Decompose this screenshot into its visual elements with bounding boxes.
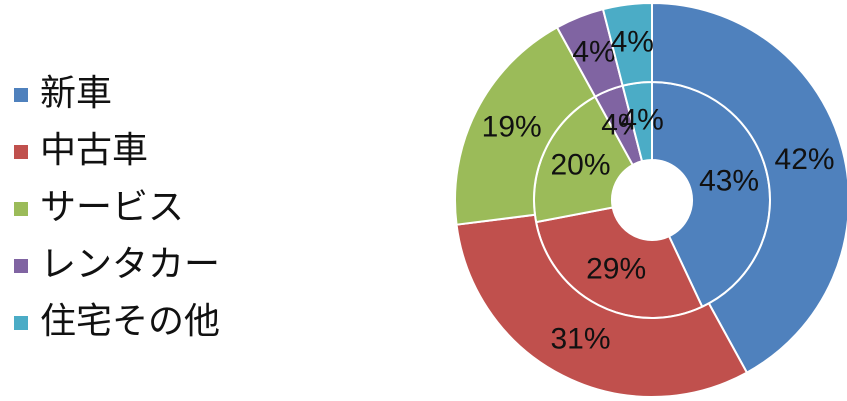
data-label: 42% xyxy=(775,143,835,176)
legend-label: 新車 xyxy=(40,73,112,114)
legend-swatch xyxy=(14,316,28,330)
legend-swatch xyxy=(14,202,28,216)
legend-label: レンタカー xyxy=(40,244,220,285)
legend-label: 住宅その他 xyxy=(40,301,220,342)
data-label: 43% xyxy=(699,165,759,198)
donut-segment xyxy=(651,1,847,374)
data-label: 19% xyxy=(482,110,542,143)
data-label: 31% xyxy=(550,322,610,355)
legend-label: 中古車 xyxy=(40,130,148,171)
donut-segment xyxy=(455,213,749,398)
data-label: 20% xyxy=(550,148,610,181)
data-label: 4% xyxy=(611,26,654,59)
donut-segment xyxy=(454,26,597,226)
legend-swatch xyxy=(14,259,28,273)
donut-segment xyxy=(601,1,653,87)
legend-swatch xyxy=(14,88,28,102)
legend-label: サービス xyxy=(40,187,184,228)
data-label: 4% xyxy=(572,35,615,68)
legend-swatch xyxy=(14,145,28,159)
data-label: 4% xyxy=(620,104,663,137)
data-label: 29% xyxy=(586,252,646,285)
